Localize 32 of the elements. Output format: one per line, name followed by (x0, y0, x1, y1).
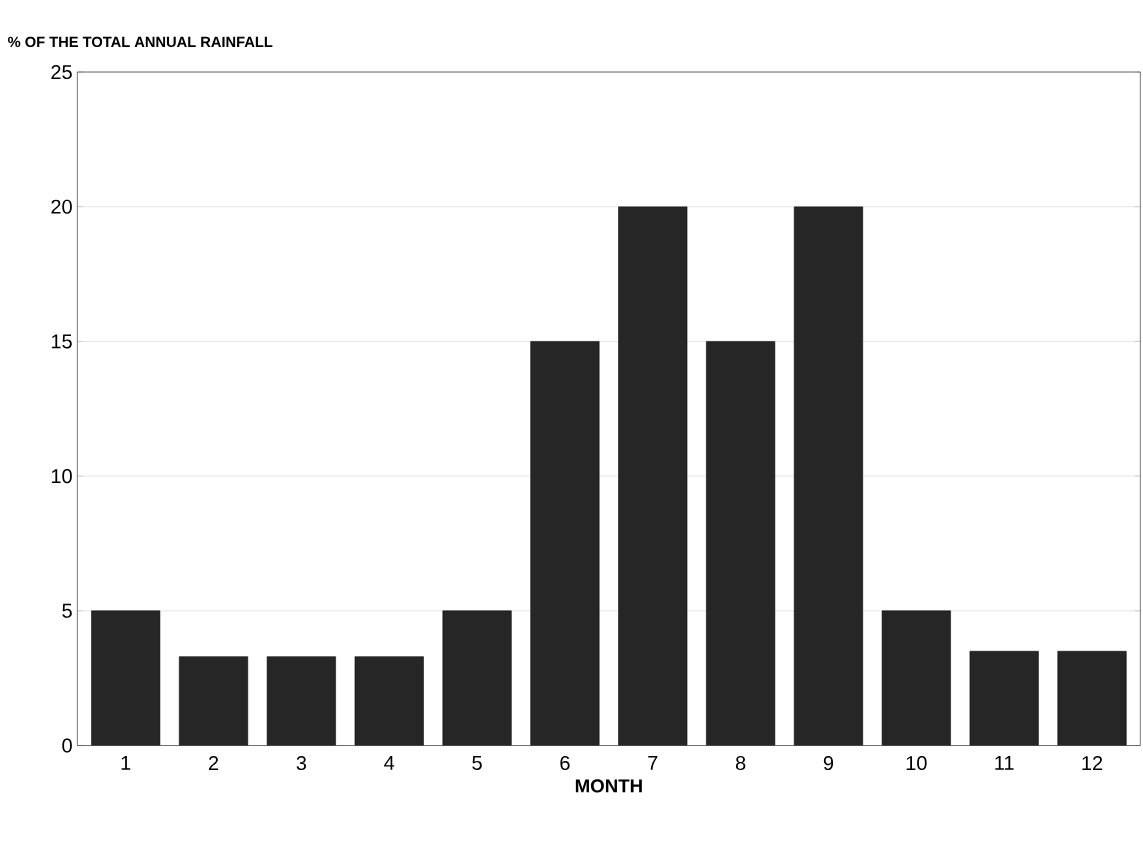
bar (354, 656, 424, 746)
x-tick-label: 3 (296, 756, 307, 771)
y-tick-label: 5 (62, 604, 72, 619)
bar (266, 656, 336, 746)
bar (881, 610, 951, 746)
y-axis-title: % OF THE TOTAL ANNUAL RAINFALL (8, 36, 273, 48)
y-tick-label: 25 (51, 65, 72, 80)
bar (793, 206, 864, 746)
x-tick-label: 1 (121, 756, 131, 770)
x-tick-label: 9 (823, 756, 834, 771)
bar (91, 610, 161, 746)
y-tick-label: 0 (62, 738, 72, 753)
x-tick-label: 12 (1082, 756, 1103, 771)
bar (442, 610, 512, 746)
bar (530, 341, 600, 746)
x-tick-label: 5 (472, 756, 482, 771)
x-tick-label: 2 (208, 756, 219, 771)
bar (178, 656, 249, 746)
x-tick-label: 6 (560, 756, 570, 771)
bar (706, 341, 776, 746)
bar (1057, 651, 1127, 746)
bar (969, 651, 1039, 746)
x-tick-label: 10 (906, 756, 927, 771)
x-axis-title: MONTH (575, 779, 642, 793)
x-tick-label: 8 (735, 756, 746, 771)
y-tick-label: 15 (51, 334, 72, 349)
x-tick-label: 4 (384, 756, 395, 770)
bar (618, 206, 688, 746)
y-tick-label: 20 (51, 199, 72, 214)
y-tick-label: 10 (51, 469, 72, 484)
x-tick-label: 7 (648, 756, 658, 770)
x-tick-label: 11 (995, 756, 1014, 770)
